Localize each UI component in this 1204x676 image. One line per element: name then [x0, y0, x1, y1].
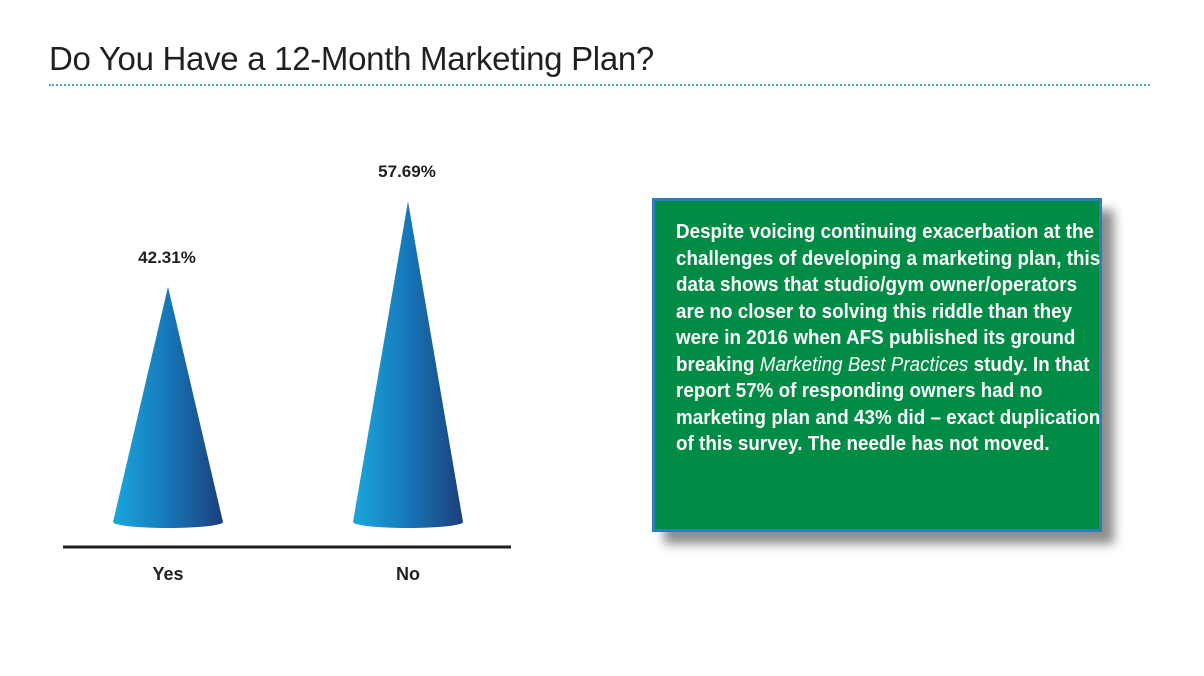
commentary-text-part-1: Despite voicing continuing exacerbation … — [676, 220, 1101, 376]
commentary-box: Despite voicing continuing exacerbation … — [652, 198, 1102, 532]
value-label-yes: 42.31% — [138, 248, 196, 267]
category-label-yes: Yes — [152, 564, 183, 584]
commentary-text: Despite voicing continuing exacerbation … — [676, 219, 1106, 458]
value-label-no: 57.69% — [378, 162, 436, 181]
cone-chart: 42.31% Yes 57.69% No — [63, 162, 511, 584]
commentary-study-title: Marketing Best Practices — [759, 352, 969, 376]
cone-no — [353, 201, 463, 529]
chart-marks: 42.31% Yes 57.69% No — [113, 162, 463, 584]
category-label-no: No — [396, 564, 420, 584]
chart-title: Do You Have a 12-Month Marketing Plan? — [49, 40, 654, 77]
commentary-text-part-2: study. In that report 57% of responding … — [676, 352, 1101, 456]
title-divider — [49, 84, 1150, 86]
cone-yes — [113, 286, 223, 528]
